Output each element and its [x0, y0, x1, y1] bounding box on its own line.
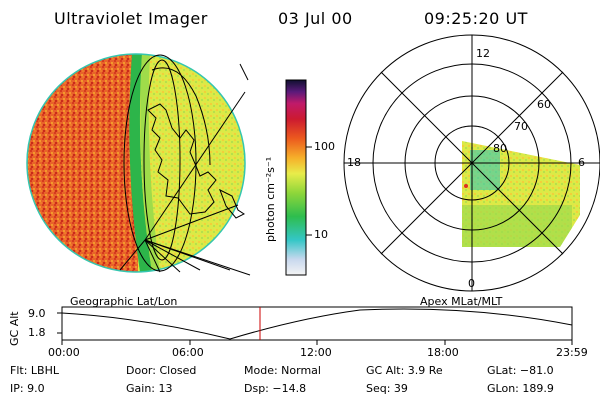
info-seq: Seq: 39 — [366, 382, 408, 395]
mlt-label-12: 12 — [476, 47, 490, 60]
colorbar-tick-100: 100 — [314, 140, 335, 153]
timeline-y-label: GC Alt — [8, 311, 21, 346]
date-label: 03 Jul 00 — [278, 9, 353, 28]
color-bar — [285, 79, 307, 276]
info-glat: GLat: −81.0 — [487, 364, 554, 377]
info-gain: Gain: 13 — [126, 382, 173, 395]
polar-plot — [343, 34, 600, 292]
timeline-right-title: Apex MLat/MLT — [420, 295, 503, 308]
lat-label-60: 60 — [537, 98, 551, 111]
lat-label-70: 70 — [514, 120, 528, 133]
app-title: Ultraviolet Imager — [54, 9, 208, 28]
lat-label-80: 80 — [493, 142, 507, 155]
info-glon: GLon: 189.9 — [487, 382, 554, 395]
mlt-label-6: 6 — [578, 156, 585, 169]
timeline-x-tick-1200: 12:00 — [300, 346, 332, 359]
timeline-x-tick-2359: 23:59 — [556, 346, 588, 359]
info-gc-alt: GC Alt: 3.9 Re — [366, 364, 443, 377]
colorbar-unit-label: photon cm⁻²s⁻¹ — [264, 156, 277, 242]
timeline-x-tick-0600: 06:00 — [172, 346, 204, 359]
mlt-label-0: 0 — [468, 277, 475, 290]
info-filter: Flt: LBHL — [10, 364, 59, 377]
colorbar-tick-10: 10 — [314, 228, 328, 241]
timeline-left-title: Geographic Lat/Lon — [70, 295, 178, 308]
timeline-x-tick-0000: 00:00 — [48, 346, 80, 359]
timeline-plot — [57, 306, 573, 345]
time-label: 09:25:20 UT — [424, 9, 528, 28]
mlt-label-18: 18 — [347, 156, 361, 169]
info-dsp: Dsp: −14.8 — [244, 382, 307, 395]
timeline-y-tick-9: 9.0 — [28, 307, 46, 320]
globe-grid — [119, 54, 251, 276]
info-mode: Mode: Normal — [244, 364, 321, 377]
info-door: Door: Closed — [126, 364, 197, 377]
timeline-y-tick-1-8: 1.8 — [28, 326, 46, 339]
info-ip: IP: 9.0 — [10, 382, 45, 395]
timeline-x-tick-1800: 18:00 — [427, 346, 459, 359]
